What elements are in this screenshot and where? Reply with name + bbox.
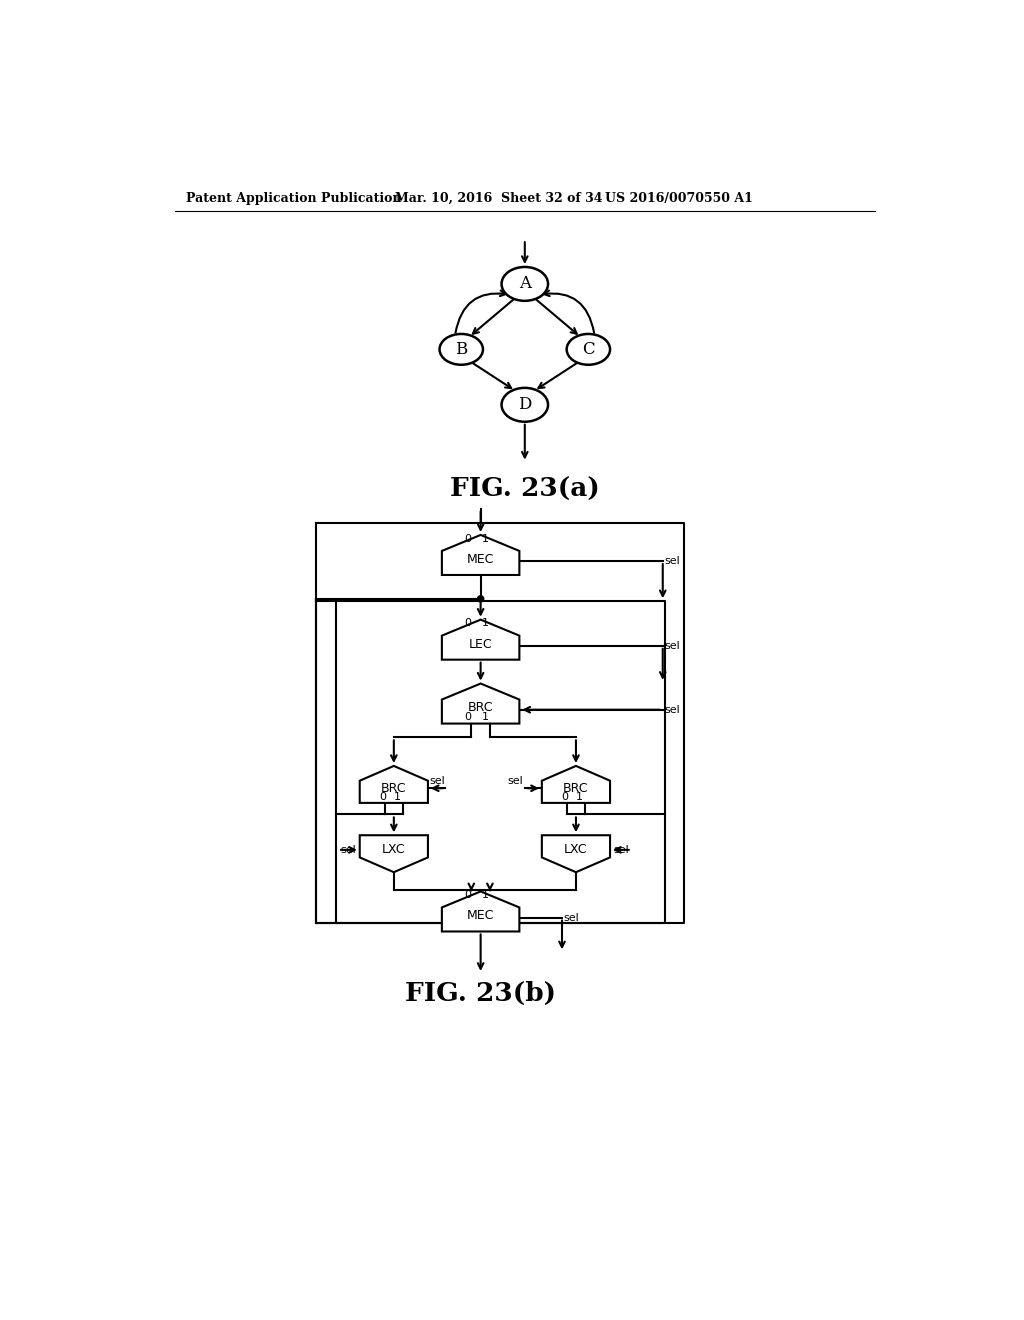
Text: Mar. 10, 2016  Sheet 32 of 34: Mar. 10, 2016 Sheet 32 of 34 <box>395 191 603 205</box>
Text: US 2016/0070550 A1: US 2016/0070550 A1 <box>604 191 753 205</box>
Text: sel: sel <box>429 776 445 785</box>
Text: 0: 0 <box>465 533 472 544</box>
Text: sel: sel <box>563 912 580 923</box>
Text: 0: 0 <box>465 713 472 722</box>
Text: BRC: BRC <box>563 781 589 795</box>
Text: LEC: LEC <box>469 638 493 651</box>
Ellipse shape <box>502 267 548 301</box>
Text: MEC: MEC <box>467 553 495 566</box>
Polygon shape <box>442 535 519 576</box>
Polygon shape <box>359 766 428 803</box>
Text: 1: 1 <box>481 713 488 722</box>
Text: B: B <box>455 341 467 358</box>
Text: C: C <box>582 341 595 358</box>
Polygon shape <box>359 836 428 873</box>
Text: 1: 1 <box>481 533 488 544</box>
Text: 0: 0 <box>465 619 472 628</box>
Polygon shape <box>542 766 610 803</box>
Text: FIG. 23(b): FIG. 23(b) <box>406 981 556 1006</box>
Text: 1: 1 <box>481 619 488 628</box>
Text: Patent Application Publication: Patent Application Publication <box>186 191 401 205</box>
Text: FIG. 23(a): FIG. 23(a) <box>450 477 600 502</box>
Ellipse shape <box>439 334 483 364</box>
Polygon shape <box>442 684 519 723</box>
Text: BRC: BRC <box>381 781 407 795</box>
Text: 1: 1 <box>481 890 488 900</box>
Circle shape <box>477 595 483 602</box>
Text: sel: sel <box>665 556 680 566</box>
Ellipse shape <box>502 388 548 422</box>
Text: MEC: MEC <box>467 909 495 923</box>
Ellipse shape <box>566 334 610 364</box>
Text: sel: sel <box>508 776 523 785</box>
Text: sel: sel <box>341 845 356 855</box>
Text: 0: 0 <box>380 792 386 803</box>
Text: LXC: LXC <box>564 843 588 857</box>
Text: D: D <box>518 396 531 413</box>
Text: 0: 0 <box>465 890 472 900</box>
Polygon shape <box>442 891 519 932</box>
Text: sel: sel <box>613 845 629 855</box>
Text: 1: 1 <box>577 792 584 803</box>
Text: sel: sel <box>665 640 680 651</box>
Text: sel: sel <box>665 705 680 714</box>
Text: A: A <box>519 276 530 293</box>
Text: 0: 0 <box>561 792 568 803</box>
Polygon shape <box>542 836 610 873</box>
Text: BRC: BRC <box>468 701 494 714</box>
Text: LXC: LXC <box>382 843 406 857</box>
Polygon shape <box>442 619 519 660</box>
Text: 1: 1 <box>394 792 401 803</box>
